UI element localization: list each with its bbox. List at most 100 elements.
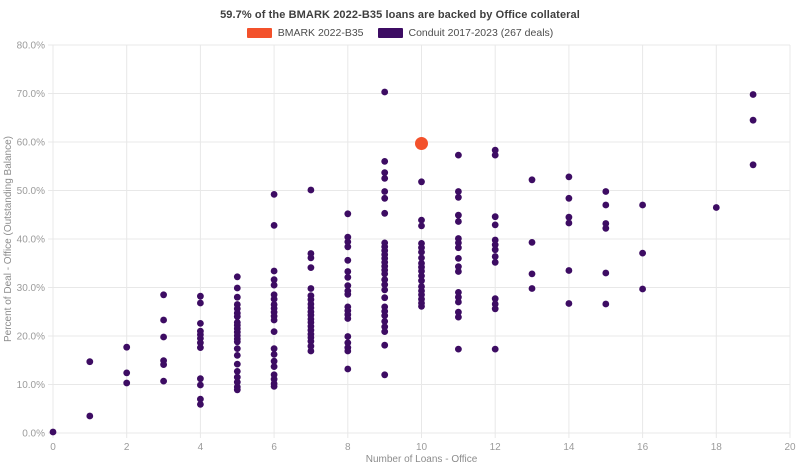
conduit-point[interactable] (455, 289, 462, 296)
conduit-point[interactable] (86, 358, 94, 366)
conduit-point[interactable] (491, 258, 499, 266)
conduit-point[interactable] (123, 369, 131, 377)
conduit-point[interactable] (160, 361, 168, 368)
conduit-point[interactable] (160, 333, 168, 341)
conduit-point[interactable] (491, 300, 499, 308)
conduit-point[interactable] (270, 328, 278, 335)
conduit-point[interactable] (455, 308, 462, 316)
conduit-point[interactable] (418, 254, 425, 262)
conduit-point[interactable] (197, 395, 204, 403)
conduit-point[interactable] (233, 352, 241, 359)
conduit-point[interactable] (344, 282, 352, 289)
conduit-point[interactable] (197, 320, 204, 327)
conduit-point[interactable] (233, 368, 241, 375)
conduit-point[interactable] (344, 268, 352, 275)
conduit-point[interactable] (344, 233, 352, 241)
conduit-point[interactable] (344, 333, 352, 340)
conduit-point[interactable] (455, 268, 462, 275)
conduit-point[interactable] (528, 285, 536, 292)
conduit-point[interactable] (455, 244, 462, 252)
conduit-point[interactable] (381, 328, 389, 335)
conduit-point[interactable] (344, 273, 352, 281)
conduit-point[interactable] (270, 345, 278, 352)
conduit-point[interactable] (381, 88, 389, 96)
conduit-point[interactable] (381, 341, 389, 349)
conduit-point[interactable] (565, 219, 573, 227)
conduit-point[interactable] (197, 381, 204, 389)
conduit-point[interactable] (491, 146, 499, 154)
conduit-point[interactable] (344, 339, 352, 347)
conduit-point[interactable] (307, 337, 315, 345)
conduit-point[interactable] (123, 379, 131, 387)
conduit-point[interactable] (160, 316, 168, 324)
conduit-point[interactable] (270, 316, 278, 324)
legend-item-bmark[interactable]: BMARK 2022-B35 (246, 27, 364, 39)
conduit-point[interactable] (565, 194, 573, 202)
conduit-point[interactable] (270, 363, 278, 370)
conduit-point[interactable] (491, 151, 499, 159)
conduit-point[interactable] (270, 222, 278, 229)
conduit-point[interactable] (381, 175, 389, 182)
conduit-point[interactable] (528, 239, 536, 246)
conduit-point[interactable] (602, 220, 610, 227)
conduit-point[interactable] (197, 344, 204, 351)
conduit-point[interactable] (381, 323, 389, 331)
conduit-point[interactable] (233, 273, 241, 281)
conduit-point[interactable] (381, 270, 389, 278)
conduit-point[interactable] (418, 267, 425, 275)
conduit-point[interactable] (270, 383, 278, 390)
conduit-point[interactable] (491, 305, 499, 313)
conduit-point[interactable] (639, 249, 646, 257)
conduit-point[interactable] (455, 263, 462, 270)
conduit-point[interactable] (418, 222, 425, 230)
bmark-point[interactable] (415, 137, 428, 150)
conduit-point[interactable] (344, 238, 352, 246)
conduit-point[interactable] (344, 256, 352, 264)
conduit-point[interactable] (307, 186, 315, 194)
conduit-point[interactable] (197, 339, 204, 347)
conduit-point[interactable] (418, 303, 425, 310)
conduit-point[interactable] (639, 285, 646, 293)
conduit-point[interactable] (270, 191, 278, 198)
conduit-point[interactable] (233, 386, 241, 394)
conduit-point[interactable] (418, 216, 425, 224)
conduit-point[interactable] (233, 360, 241, 368)
conduit-point[interactable] (307, 254, 315, 262)
conduit-point[interactable] (712, 204, 720, 211)
conduit-point[interactable] (344, 365, 352, 373)
conduit-point[interactable] (270, 351, 278, 358)
conduit-point[interactable] (491, 213, 499, 221)
conduit-point[interactable] (270, 267, 278, 275)
conduit-point[interactable] (381, 194, 389, 202)
conduit-point[interactable] (639, 201, 646, 209)
conduit-point[interactable] (528, 270, 536, 278)
conduit-point[interactable] (491, 246, 499, 254)
conduit-point[interactable] (455, 193, 462, 201)
conduit-point[interactable] (455, 255, 462, 262)
conduit-point[interactable] (307, 342, 315, 350)
conduit-point[interactable] (233, 284, 241, 292)
conduit-point[interactable] (381, 188, 389, 195)
conduit-point[interactable] (491, 236, 499, 244)
conduit-point[interactable] (307, 264, 315, 271)
conduit-point[interactable] (455, 345, 462, 353)
conduit-point[interactable] (491, 253, 499, 260)
conduit-point[interactable] (86, 412, 94, 420)
conduit-point[interactable] (381, 294, 389, 302)
conduit-point[interactable] (233, 313, 241, 320)
conduit-point[interactable] (197, 292, 204, 300)
conduit-point[interactable] (197, 401, 204, 408)
conduit-point[interactable] (565, 300, 573, 307)
conduit-point[interactable] (270, 295, 278, 303)
conduit-point[interactable] (344, 347, 352, 355)
conduit-point[interactable] (381, 312, 389, 319)
conduit-point[interactable] (455, 239, 462, 247)
conduit-point[interactable] (418, 272, 425, 280)
conduit-point[interactable] (344, 315, 352, 322)
conduit-point[interactable] (455, 188, 462, 195)
conduit-point[interactable] (381, 158, 389, 165)
conduit-point[interactable] (307, 347, 315, 355)
conduit-point[interactable] (381, 209, 389, 217)
conduit-point[interactable] (381, 276, 389, 284)
